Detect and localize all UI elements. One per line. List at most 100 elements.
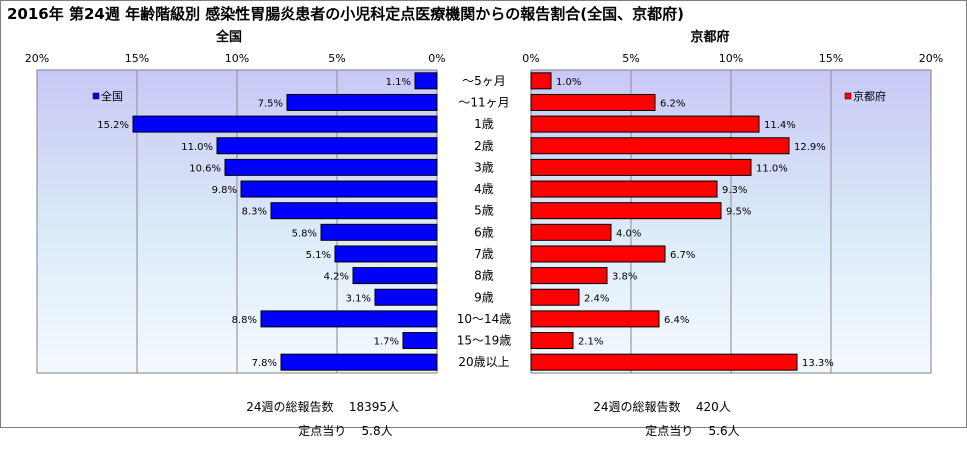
kyoto-tick-label: 5%	[622, 52, 639, 65]
kyoto-per-label: 定点当り	[645, 424, 694, 438]
national-bar	[224, 158, 438, 176]
kyoto-total-label: 24週の総報告数	[593, 400, 681, 414]
national-bar	[286, 93, 438, 111]
kyoto-data-label: 9.3%	[722, 185, 747, 196]
category-label: 3歳	[474, 160, 494, 174]
national-data-label: 5.8%	[292, 228, 317, 239]
national-bar	[320, 223, 438, 241]
age-group-bar-chart: 2016年 第24週 年齢階級別 感染性胃腸炎患者の小児科定点医療機関からの報告…	[7, 5, 943, 374]
kyoto-tick-label: 15%	[819, 52, 843, 65]
category-label: 1歳	[474, 117, 494, 131]
national-legend-label: 全国	[101, 89, 123, 103]
national-data-label: 15.2%	[97, 120, 129, 131]
national-total-label: 24週の総報告数	[246, 400, 334, 414]
national-data-label: 9.8%	[212, 185, 237, 196]
kyoto-data-label: 2.4%	[584, 293, 609, 304]
kyoto-data-label: 1.0%	[556, 77, 581, 88]
category-label: 7歳	[474, 247, 494, 261]
kyoto-bar	[530, 202, 722, 220]
category-label: 4歳	[474, 182, 494, 196]
chart-frame: 2016年 第24週 年齢階級別 感染性胃腸炎患者の小児科定点医療機関からの報告…	[0, 0, 967, 438]
national-bar	[414, 72, 438, 90]
national-data-label: 5.1%	[306, 250, 331, 261]
kyoto-data-label: 2.1%	[578, 337, 603, 348]
category-label: 9歳	[474, 290, 494, 304]
kyoto-tick-label: 20%	[919, 52, 943, 65]
national-data-label: 1.1%	[386, 77, 411, 88]
kyoto-bar	[530, 72, 552, 90]
kyoto-total: 24週の総報告数 420人	[578, 384, 731, 429]
national-bar	[352, 267, 438, 285]
national-tick-label: 20%	[25, 52, 49, 65]
national-per-value: 5.8人	[361, 424, 393, 438]
national-bar	[334, 245, 438, 263]
kyoto-bar	[530, 137, 790, 155]
kyoto-per-value: 5.6人	[708, 424, 740, 438]
category-label: 2歳	[474, 139, 494, 153]
national-bar	[216, 137, 438, 155]
kyoto-bar	[530, 310, 660, 328]
national-tick-label: 5%	[328, 52, 345, 65]
category-label: ～11ヶ月	[458, 95, 509, 109]
kyoto-bar	[530, 353, 798, 371]
national-data-label: 1.7%	[374, 337, 399, 348]
kyoto-tick-label: 0%	[522, 52, 539, 65]
kyoto-bar	[530, 245, 666, 263]
kyoto-bar	[530, 115, 760, 133]
kyoto-per-site: 定点当り 5.6人	[630, 408, 740, 453]
kyoto-bar	[530, 180, 718, 198]
kyoto-data-label: 4.0%	[616, 228, 641, 239]
kyoto-total-value: 420人	[695, 400, 731, 414]
national-bar	[402, 332, 438, 350]
category-label: 20歳以上	[458, 355, 509, 369]
national-data-label: 4.2%	[324, 272, 349, 283]
national-bar	[132, 115, 438, 133]
national-data-label: 8.3%	[242, 207, 267, 218]
kyoto-data-label: 13.3%	[802, 358, 834, 369]
kyoto-data-label: 3.8%	[612, 272, 637, 283]
national-tick-label: 0%	[428, 52, 445, 65]
national-per-site: 定点当り 5.8人	[283, 408, 393, 453]
kyoto-bar	[530, 158, 752, 176]
category-label: 6歳	[474, 225, 494, 239]
kyoto-data-label: 12.9%	[794, 142, 826, 153]
national-bar	[270, 202, 438, 220]
national-data-label: 3.1%	[346, 293, 371, 304]
national-tick-label: 10%	[225, 52, 249, 65]
national-legend-swatch	[92, 92, 100, 100]
national-total-value: 18395人	[348, 400, 399, 414]
kyoto-data-label: 11.0%	[756, 163, 788, 174]
national-data-label: 11.0%	[181, 142, 213, 153]
kyoto-data-label: 6.7%	[670, 250, 695, 261]
kyoto-panel-title: 京都府	[690, 29, 729, 45]
national-tick-label: 15%	[125, 52, 149, 65]
national-data-label: 7.5%	[258, 98, 283, 109]
chart-title: 2016年 第24週 年齢階級別 感染性胃腸炎患者の小児科定点医療機関からの報告…	[7, 5, 684, 23]
category-label: ～5ヶ月	[462, 74, 506, 88]
national-panel-title: 全国	[215, 29, 242, 45]
national-bar	[280, 353, 438, 371]
category-label: 15～19歳	[457, 334, 512, 348]
kyoto-bar	[530, 267, 608, 285]
national-data-label: 8.8%	[232, 315, 257, 326]
kyoto-data-label: 11.4%	[764, 120, 796, 131]
kyoto-bar	[530, 223, 612, 241]
kyoto-bar	[530, 93, 656, 111]
national-bar	[240, 180, 438, 198]
kyoto-data-label: 6.4%	[664, 315, 689, 326]
kyoto-bar	[530, 332, 574, 350]
kyoto-bar	[530, 288, 580, 306]
category-label: 10～14歳	[457, 312, 512, 326]
category-label: 8歳	[474, 269, 494, 283]
national-data-label: 7.8%	[252, 358, 277, 369]
kyoto-legend-label: 京都府	[853, 89, 886, 103]
kyoto-data-label: 9.5%	[726, 207, 751, 218]
kyoto-data-label: 6.2%	[660, 98, 685, 109]
kyoto-tick-label: 10%	[719, 52, 743, 65]
national-data-label: 10.6%	[189, 163, 221, 174]
national-per-label: 定点当り	[298, 424, 347, 438]
category-label: 5歳	[474, 204, 494, 218]
national-bar	[260, 310, 438, 328]
kyoto-legend-swatch	[844, 92, 852, 100]
national-total: 24週の総報告数 18395人	[231, 384, 399, 429]
